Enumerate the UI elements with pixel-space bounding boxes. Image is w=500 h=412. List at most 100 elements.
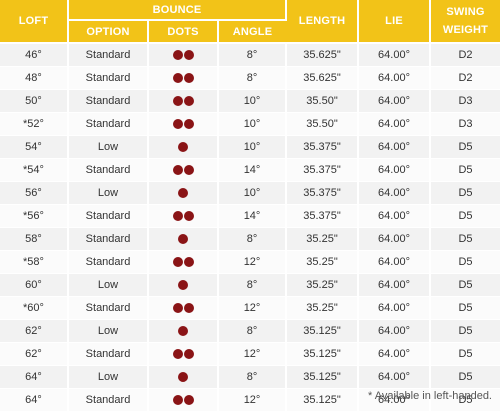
- table-row: 48° Standard 8° 35.625" 64.00° D2: [0, 66, 500, 90]
- table-row: 50° Standard 10° 35.50" 64.00° D3: [0, 89, 500, 113]
- lie-cell: 64.00°: [358, 66, 432, 90]
- angle-cell: 8°: [218, 365, 288, 389]
- lie-cell: 64.00°: [358, 227, 432, 251]
- angle-cell: 10°: [218, 89, 288, 113]
- angle-cell: 8°: [218, 319, 288, 343]
- bounce-dots: [178, 280, 188, 291]
- lie-cell: 64.00°: [358, 89, 432, 113]
- option-cell: Low: [68, 319, 149, 343]
- length-cell: 35.25": [286, 250, 360, 274]
- header-angle: ANGLE: [218, 20, 287, 44]
- header-bounce: BOUNCE: [68, 0, 288, 21]
- length-cell: 35.375": [286, 158, 360, 182]
- bounce-dots: [178, 188, 188, 199]
- dots-cell: [148, 112, 219, 136]
- length-cell: 35.25": [286, 273, 360, 297]
- loft-cell: *56°: [0, 204, 69, 228]
- loft-cell: 54°: [0, 135, 69, 159]
- table-row: 64° Low 8° 35.125" 64.00° D5: [0, 365, 500, 389]
- option-cell: Standard: [68, 158, 149, 182]
- loft-cell: 58°: [0, 227, 69, 251]
- angle-cell: 8°: [218, 66, 288, 90]
- length-cell: 35.375": [286, 204, 360, 228]
- bounce-dots: [172, 73, 194, 84]
- option-cell: Standard: [68, 227, 149, 251]
- header-dots: DOTS: [148, 20, 219, 44]
- loft-cell: *54°: [0, 158, 69, 182]
- loft-cell: 46°: [0, 43, 69, 67]
- length-cell: 35.50": [286, 89, 360, 113]
- bounce-dot-icon: [172, 395, 183, 406]
- header-swing-weight-line2: WEIGHT: [442, 24, 489, 36]
- dots-cell: [148, 181, 219, 205]
- bounce-dots: [172, 96, 194, 107]
- bounce-dots: [172, 211, 194, 222]
- lie-cell: 64.00°: [358, 319, 432, 343]
- bounce-dot-icon: [178, 234, 188, 245]
- loft-cell: 62°: [0, 319, 69, 343]
- bounce-dot-icon: [172, 96, 183, 107]
- bounce-dots: [172, 165, 194, 176]
- bounce-dot-icon: [183, 395, 194, 406]
- loft-cell: 48°: [0, 66, 69, 90]
- lie-cell: 64.00°: [358, 158, 432, 182]
- bounce-dot-icon: [178, 372, 188, 383]
- option-cell: Low: [68, 273, 149, 297]
- swing-weight-cell: D5: [430, 273, 500, 297]
- option-cell: Low: [68, 181, 149, 205]
- bounce-dots: [172, 50, 194, 61]
- dots-cell: [148, 319, 219, 343]
- angle-cell: 12°: [218, 342, 288, 366]
- header-swing-weight-line1: SWING: [446, 6, 485, 18]
- lie-cell: 64.00°: [358, 273, 432, 297]
- bounce-dots: [172, 349, 194, 360]
- bounce-dot-icon: [178, 188, 188, 199]
- header-lie: LIE: [358, 0, 432, 44]
- length-cell: 35.25": [286, 296, 360, 320]
- loft-cell: *60°: [0, 296, 69, 320]
- swing-weight-cell: D5: [430, 181, 500, 205]
- table-row: 62° Standard 12° 35.125" 64.00° D5: [0, 342, 500, 366]
- option-cell: Standard: [68, 89, 149, 113]
- swing-weight-cell: D3: [430, 112, 500, 136]
- bounce-dot-icon: [172, 303, 183, 314]
- loft-cell: 62°: [0, 342, 69, 366]
- bounce-dot-icon: [183, 50, 194, 61]
- length-cell: 35.50": [286, 112, 360, 136]
- bounce-dot-icon: [183, 96, 194, 107]
- bounce-dots: [172, 119, 194, 130]
- bounce-dot-icon: [183, 257, 194, 268]
- angle-cell: 12°: [218, 296, 288, 320]
- dots-cell: [148, 66, 219, 90]
- angle-cell: 14°: [218, 158, 288, 182]
- table-row: *52° Standard 10° 35.50" 64.00° D3: [0, 112, 500, 136]
- angle-cell: 8°: [218, 227, 288, 251]
- angle-cell: 12°: [218, 388, 288, 412]
- option-cell: Standard: [68, 43, 149, 67]
- option-cell: Standard: [68, 204, 149, 228]
- bounce-dot-icon: [172, 119, 183, 130]
- swing-weight-cell: D5: [430, 296, 500, 320]
- dots-cell: [148, 388, 219, 412]
- bounce-dots: [178, 326, 188, 337]
- swing-weight-cell: D5: [430, 227, 500, 251]
- bounce-dot-icon: [183, 165, 194, 176]
- dots-cell: [148, 365, 219, 389]
- bounce-dot-icon: [172, 50, 183, 61]
- bounce-dots: [178, 142, 188, 153]
- length-cell: 35.375": [286, 181, 360, 205]
- length-cell: 35.125": [286, 388, 360, 412]
- lie-cell: 64.00°: [358, 204, 432, 228]
- bounce-dot-icon: [172, 257, 183, 268]
- loft-cell: 50°: [0, 89, 69, 113]
- bounce-dot-icon: [172, 211, 183, 222]
- swing-weight-cell: D5: [430, 135, 500, 159]
- table-row: *54° Standard 14° 35.375" 64.00° D5: [0, 158, 500, 182]
- lie-cell: 64.00°: [358, 296, 432, 320]
- bounce-dot-icon: [178, 142, 188, 153]
- bounce-dot-icon: [172, 165, 183, 176]
- bounce-dot-icon: [183, 211, 194, 222]
- loft-cell: 60°: [0, 273, 69, 297]
- option-cell: Low: [68, 365, 149, 389]
- table-row: *58° Standard 12° 35.25" 64.00° D5: [0, 250, 500, 274]
